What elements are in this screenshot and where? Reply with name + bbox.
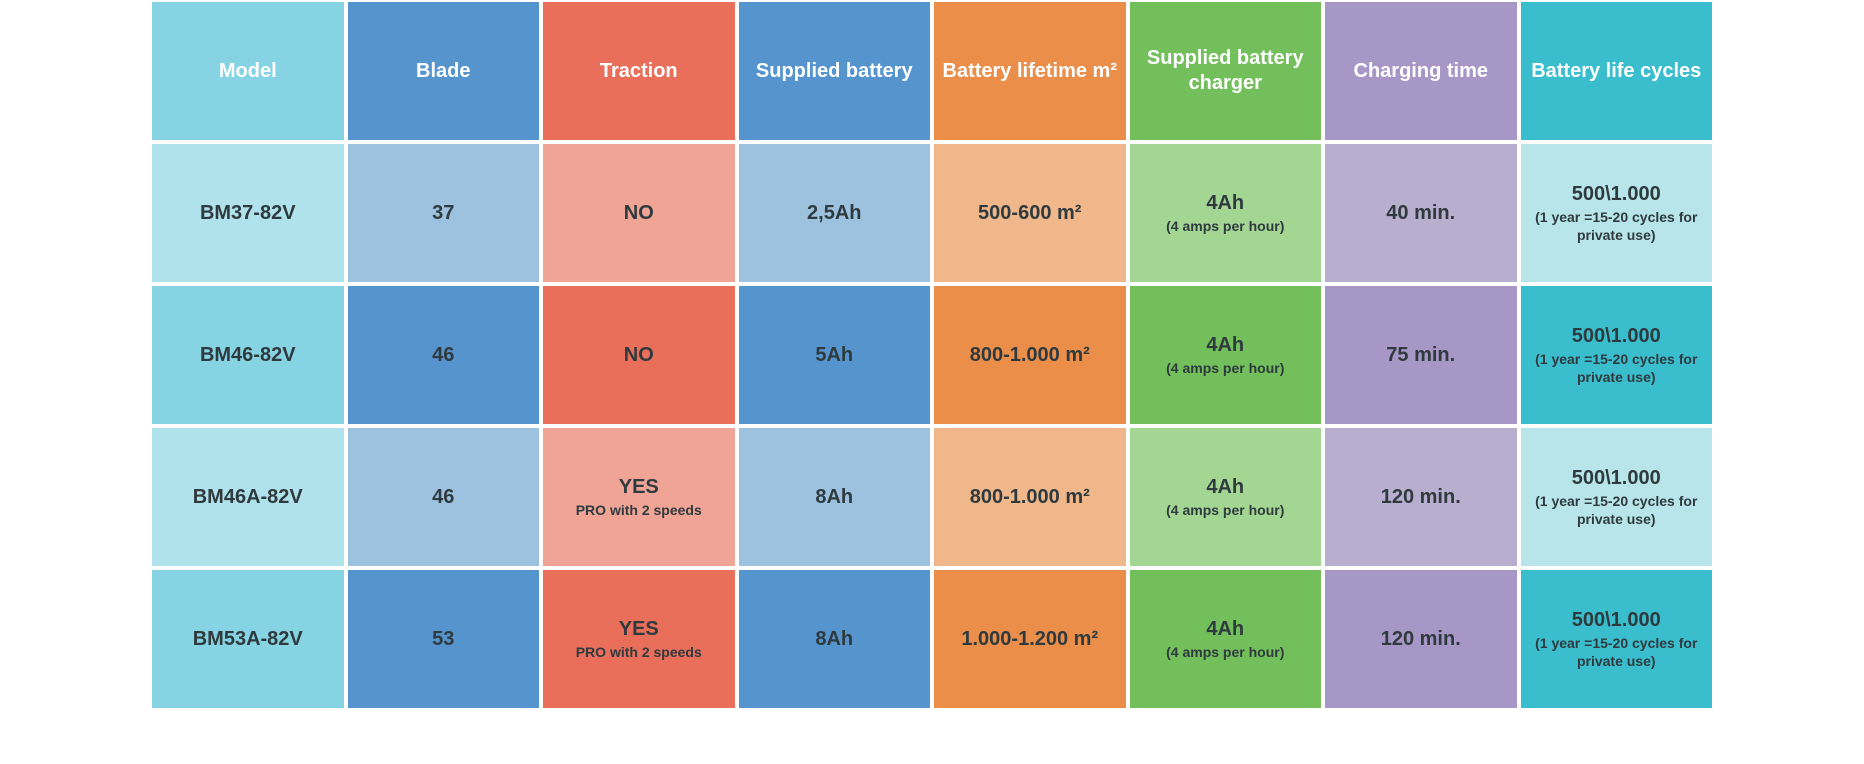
cell-traction: NO: [543, 286, 735, 424]
cell-main: 8Ah: [815, 627, 853, 652]
cell-main: 800-1.000 m²: [970, 343, 1090, 368]
cell-main: BM46A-82V: [193, 485, 303, 510]
cell-charging: 120 min.: [1325, 570, 1517, 708]
comparison-table: Model Blade Traction Supplied battery Batter…: [150, 0, 1714, 710]
cell-main: 2,5Ah: [807, 201, 861, 226]
cell-note: (1 year =15-20 cycles for private use): [1529, 635, 1705, 670]
cell-lifetime: 800-1.000 m²: [934, 428, 1126, 566]
header-label: Supplied battery: [756, 59, 913, 84]
cell-supplied_battery: 2,5Ah: [739, 144, 931, 282]
cell-model: BM46A-82V: [152, 428, 344, 566]
cell-charger: 4Ah (4 amps per hour): [1130, 570, 1322, 708]
cell-blade: 37: [348, 144, 540, 282]
cell-note: (1 year =15-20 cycles for private use): [1529, 351, 1705, 386]
cell-supplied_battery: 5Ah: [739, 286, 931, 424]
header-charger: Supplied battery charger: [1130, 2, 1322, 140]
cell-supplied_battery: 8Ah: [739, 428, 931, 566]
cell-main: 500\1.000: [1572, 182, 1661, 207]
cell-traction: YES PRO with 2 speeds: [543, 570, 735, 708]
cell-charger: 4Ah (4 amps per hour): [1130, 144, 1322, 282]
cell-sub: (4 amps per hour): [1166, 218, 1284, 236]
cell-main: 500\1.000: [1572, 608, 1661, 633]
cell-main: 120 min.: [1381, 627, 1461, 652]
cell-blade: 46: [348, 286, 540, 424]
cell-sub: (4 amps per hour): [1166, 644, 1284, 662]
cell-note: (1 year =15-20 cycles for private use): [1529, 493, 1705, 528]
cell-blade: 53: [348, 570, 540, 708]
cell-lifetime: 500-600 m²: [934, 144, 1126, 282]
cell-note: (1 year =15-20 cycles for private use): [1529, 209, 1705, 244]
cell-traction: NO: [543, 144, 735, 282]
cell-cycles: 500\1.000(1 year =15-20 cycles for priva…: [1521, 286, 1713, 424]
cell-main: 53: [432, 627, 454, 652]
cell-main: 500-600 m²: [978, 201, 1081, 226]
cell-main: 46: [432, 485, 454, 510]
header-label: Charging time: [1354, 59, 1488, 84]
header-label: Traction: [600, 59, 678, 84]
cell-main: 500\1.000: [1572, 466, 1661, 491]
cell-main: 46: [432, 343, 454, 368]
cell-main: 500\1.000: [1572, 324, 1661, 349]
cell-charging: 75 min.: [1325, 286, 1517, 424]
cell-main: 4Ah: [1206, 475, 1244, 500]
cell-main: 37: [432, 201, 454, 226]
header-label: Battery life cycles: [1531, 59, 1701, 84]
header-supplied_battery: Supplied battery: [739, 2, 931, 140]
header-cycles: Battery life cycles: [1521, 2, 1713, 140]
cell-traction: YES PRO with 2 speeds: [543, 428, 735, 566]
cell-model: BM37-82V: [152, 144, 344, 282]
cell-main: 8Ah: [815, 485, 853, 510]
cell-sub: PRO with 2 speeds: [576, 502, 702, 520]
cell-main: 75 min.: [1386, 343, 1455, 368]
cell-cycles: 500\1.000(1 year =15-20 cycles for priva…: [1521, 570, 1713, 708]
cell-charging: 40 min.: [1325, 144, 1517, 282]
cell-main: 4Ah: [1206, 617, 1244, 642]
cell-supplied_battery: 8Ah: [739, 570, 931, 708]
cell-main: 120 min.: [1381, 485, 1461, 510]
cell-cycles: 500\1.000(1 year =15-20 cycles for priva…: [1521, 428, 1713, 566]
header-traction: Traction: [543, 2, 735, 140]
cell-model: BM46-82V: [152, 286, 344, 424]
cell-main: YES: [619, 617, 659, 642]
cell-main: 1.000-1.200 m²: [961, 627, 1098, 652]
cell-charger: 4Ah (4 amps per hour): [1130, 286, 1322, 424]
cell-main: NO: [624, 201, 654, 226]
header-label: Battery lifetime m²: [943, 59, 1118, 84]
header-charging: Charging time: [1325, 2, 1517, 140]
header-label: Model: [219, 59, 277, 84]
cell-main: YES: [619, 475, 659, 500]
cell-main: BM46-82V: [200, 343, 296, 368]
cell-charger: 4Ah (4 amps per hour): [1130, 428, 1322, 566]
cell-model: BM53A-82V: [152, 570, 344, 708]
cell-lifetime: 1.000-1.200 m²: [934, 570, 1126, 708]
cell-sub: PRO with 2 speeds: [576, 644, 702, 662]
cell-sub: (4 amps per hour): [1166, 502, 1284, 520]
cell-main: 4Ah: [1206, 191, 1244, 216]
header-model: Model: [152, 2, 344, 140]
header-label: Supplied battery charger: [1138, 46, 1314, 96]
cell-main: 4Ah: [1206, 333, 1244, 358]
header-label: Blade: [416, 59, 470, 84]
cell-main: BM37-82V: [200, 201, 296, 226]
cell-main: 800-1.000 m²: [970, 485, 1090, 510]
header-lifetime: Battery lifetime m²: [934, 2, 1126, 140]
cell-main: BM53A-82V: [193, 627, 303, 652]
cell-charging: 120 min.: [1325, 428, 1517, 566]
cell-sub: (4 amps per hour): [1166, 360, 1284, 378]
cell-main: 5Ah: [815, 343, 853, 368]
cell-lifetime: 800-1.000 m²: [934, 286, 1126, 424]
cell-blade: 46: [348, 428, 540, 566]
cell-cycles: 500\1.000(1 year =15-20 cycles for priva…: [1521, 144, 1713, 282]
cell-main: NO: [624, 343, 654, 368]
cell-main: 40 min.: [1386, 201, 1455, 226]
header-blade: Blade: [348, 2, 540, 140]
